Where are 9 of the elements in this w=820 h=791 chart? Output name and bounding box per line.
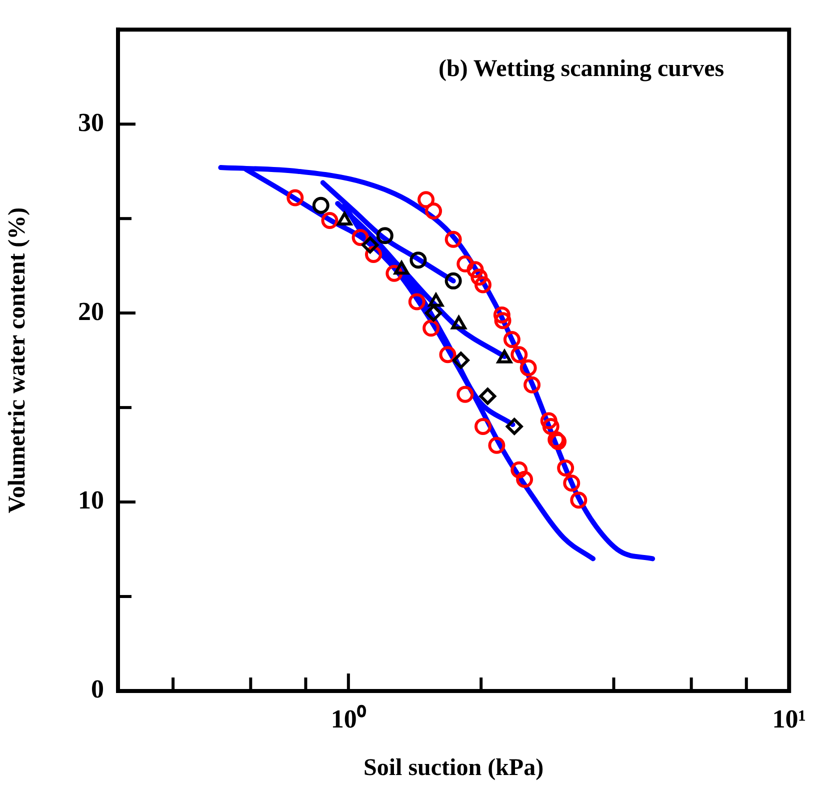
y-tick-label: 0: [91, 674, 104, 704]
text: (b) Wetting scanning curves: [438, 56, 724, 82]
y-tick-label: 20: [78, 296, 104, 326]
x-axis-title: Soil suction (kPa): [364, 754, 544, 781]
x-tick-label: 10⁰: [330, 704, 367, 734]
x-tick-label: 10¹: [772, 704, 806, 734]
y-tick-label: 10: [78, 486, 104, 515]
y-axis-title: Volumetric water content (%): [4, 207, 31, 514]
y-tick-label: 30: [78, 108, 104, 137]
